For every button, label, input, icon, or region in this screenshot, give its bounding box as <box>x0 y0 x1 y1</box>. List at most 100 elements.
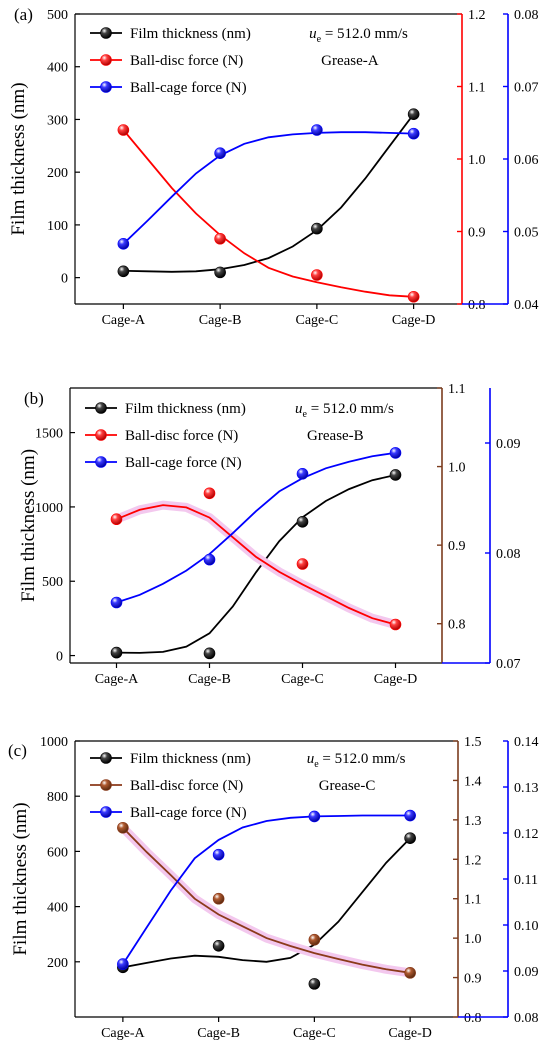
data-point <box>117 238 130 250</box>
right-axis-2-tick-label: 0.08 <box>496 547 521 562</box>
right-axis-1-tick-label: 0.8 <box>464 1011 482 1026</box>
series-highlight <box>112 500 400 629</box>
left-tick-label: 0 <box>61 272 68 287</box>
data-point <box>404 967 416 979</box>
x-tick-label: Cage-B <box>197 1026 240 1041</box>
right-axis-1-tick-label: 1.4 <box>464 774 482 789</box>
left-tick-label: 600 <box>47 845 68 860</box>
data-point <box>110 596 123 609</box>
left-tick-label: 300 <box>47 113 68 128</box>
left-tick-label: 200 <box>47 956 68 971</box>
data-point <box>311 269 323 281</box>
right-axis-1-tick-label: 0.9 <box>464 972 482 987</box>
data-point <box>308 810 321 823</box>
panel-label: (a) <box>14 5 33 24</box>
series-line <box>122 837 411 969</box>
x-tick-label: Cage-C <box>295 313 338 328</box>
legend-marker <box>100 54 112 66</box>
right-axis-1-tick-label: 1.3 <box>464 814 482 829</box>
right-axis-2-tick-label: 0.04 <box>514 298 539 313</box>
data-point <box>404 832 416 844</box>
legend-marker <box>100 752 112 764</box>
data-point <box>407 290 420 303</box>
data-point <box>296 467 309 480</box>
right-axis-2-tick-label: 0.14 <box>514 735 539 750</box>
right-axis-2-tick-label: 0.06 <box>514 153 539 168</box>
data-point <box>308 933 321 946</box>
right-axis-1-tick-label: 1.5 <box>464 735 482 750</box>
data-point <box>407 127 420 140</box>
series-line <box>122 131 414 245</box>
right-axis-2-tick-label: 0.08 <box>514 8 539 23</box>
data-point <box>117 821 129 834</box>
data-point <box>110 513 123 526</box>
left-tick-label: 1000 <box>35 501 63 516</box>
right-axis-2-tick-label: 0.09 <box>496 437 521 452</box>
legend-entry: Film thickness (nm) <box>130 751 251 767</box>
left-tick-label: 1500 <box>35 427 63 442</box>
x-tick-label: Cage-B <box>188 672 231 687</box>
right-axis-1-tick-label: 1.0 <box>468 153 486 168</box>
x-tick-label: Cage-D <box>392 313 436 328</box>
left-tick-label: 800 <box>47 790 68 805</box>
panel-label: (b) <box>24 389 44 408</box>
legend-marker <box>100 806 112 818</box>
legend-entry: Ball-cage force (N) <box>130 805 247 821</box>
chart-panel-1: Cage-A Cage-B Cage-C Cage-D 0 100 200 300 400 500… <box>8 5 539 328</box>
left-tick-label: 0 <box>56 650 63 665</box>
data-point <box>407 108 420 120</box>
right-axis-2-tick-label: 0.12 <box>514 827 539 842</box>
data-point <box>212 939 225 952</box>
right-axis-1-tick-label: 1.1 <box>464 893 482 908</box>
series-line <box>122 129 414 298</box>
right-axis-1-tick-label: 0.8 <box>468 298 486 313</box>
right-axis-1-tick-label: 1.0 <box>448 461 466 476</box>
y-axis-title: Film thickness (nm) <box>8 82 29 235</box>
data-point <box>214 147 226 159</box>
right-axis-2-tick-label: 0.13 <box>514 781 539 796</box>
data-point <box>214 266 226 279</box>
x-tick-label: Cage-A <box>95 672 139 687</box>
data-point <box>389 469 402 481</box>
x-tick-label: Cage-C <box>293 1026 336 1041</box>
x-tick-label: Cage-D <box>388 1026 432 1041</box>
data-point <box>110 646 123 659</box>
right-axis-1-tick-label: 0.9 <box>468 226 486 241</box>
speed-annotation: ue = 512.0 mm/s <box>295 401 394 420</box>
x-tick-label: Cage-C <box>281 672 324 687</box>
data-point <box>214 232 226 245</box>
right-axis-1-tick-label: 1.2 <box>468 8 486 23</box>
series-highlight <box>118 823 415 978</box>
legend-marker <box>95 456 107 468</box>
legend-entry: Ball-disc force (N) <box>125 428 238 444</box>
series-line <box>122 814 411 965</box>
series-line <box>116 452 396 604</box>
legend-marker <box>100 779 112 791</box>
x-tick-label: Cage-A <box>102 313 146 328</box>
data-point <box>203 487 216 500</box>
legend-entry: Ball-disc force (N) <box>130 53 243 69</box>
x-tick-label: Cage-A <box>101 1026 145 1041</box>
data-point <box>389 447 402 459</box>
data-point <box>117 265 130 278</box>
panel-label: (c) <box>8 741 27 760</box>
data-point <box>296 558 309 570</box>
series-line <box>116 474 396 654</box>
x-tick-label: Cage-D <box>374 672 418 687</box>
grease-label: Grease-A <box>321 53 379 69</box>
data-point <box>296 515 309 528</box>
left-tick-label: 400 <box>47 61 68 76</box>
legend-marker <box>100 27 112 39</box>
data-point <box>308 978 321 990</box>
left-tick-label: 400 <box>47 901 68 916</box>
right-axis-2-tick-label: 0.05 <box>514 226 539 241</box>
right-axis-1-tick-label: 0.8 <box>448 618 466 633</box>
legend-marker <box>95 429 107 441</box>
data-point <box>212 892 225 905</box>
left-tick-label: 500 <box>42 575 63 590</box>
left-tick-label: 200 <box>47 166 68 181</box>
legend-entry: Ball-disc force (N) <box>130 778 243 794</box>
legend-entry: Film thickness (nm) <box>125 401 246 417</box>
y-axis-title: Film thickness (nm) <box>10 802 31 955</box>
